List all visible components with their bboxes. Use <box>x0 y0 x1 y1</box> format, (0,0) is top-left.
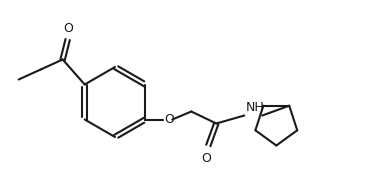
Text: O: O <box>63 21 73 35</box>
Text: O: O <box>164 113 174 126</box>
Text: NH: NH <box>245 100 264 114</box>
Text: O: O <box>201 152 211 165</box>
